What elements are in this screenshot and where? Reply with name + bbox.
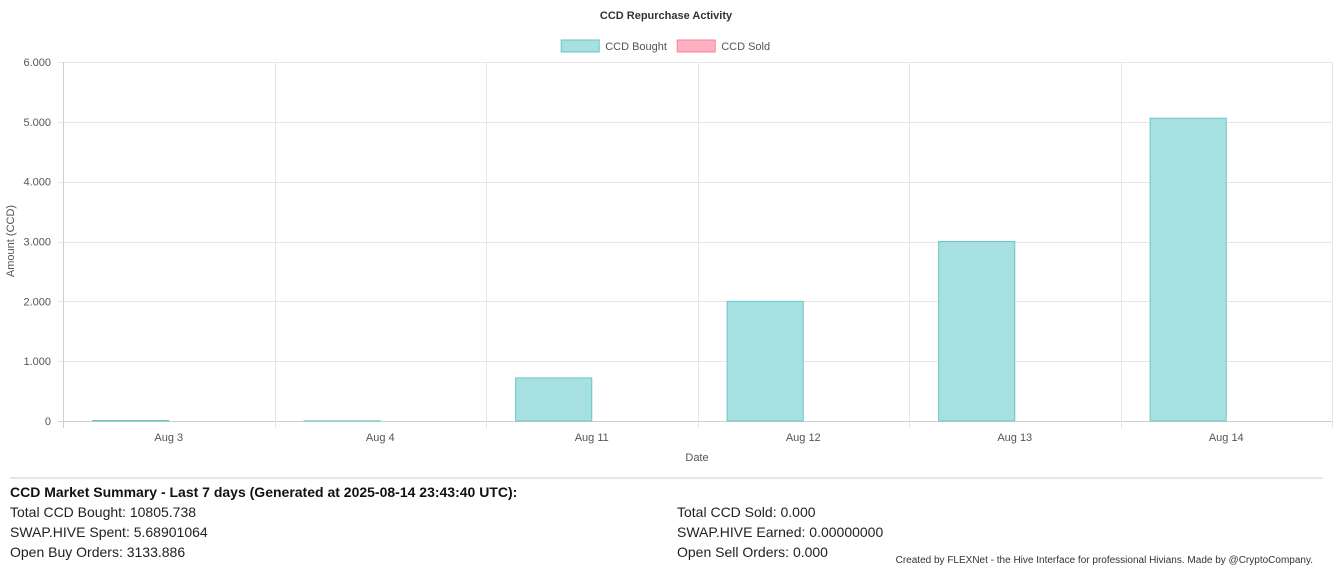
- x-axis: Aug 3 Aug 4 Aug 11 Aug 12 Aug 13 Aug 14: [154, 432, 1243, 444]
- legend-label: CCD Bought: [605, 41, 667, 53]
- hive-spent-text: SWAP.HIVE Spent: 5.68901064: [10, 524, 208, 540]
- x-tick-label: Aug 3: [154, 432, 183, 444]
- y-tick-label: 6.000: [23, 57, 51, 69]
- open-buy-orders-text: Open Buy Orders: 3133.886: [10, 544, 186, 560]
- y-tick-label: 4.000: [23, 177, 51, 189]
- legend-swatch: [560, 39, 600, 53]
- total-bought-text: Total CCD Bought: 10805.738: [10, 504, 197, 520]
- y-tick-label: 5.000: [23, 117, 51, 129]
- chart-legend: CCD Bought CCD Sold: [560, 39, 770, 53]
- summary-title: CCD Market Summary - Last 7 days (Genera…: [10, 484, 518, 500]
- y-tick-label: 0: [45, 416, 51, 428]
- total-sold-text: Total CCD Sold: 0.000: [677, 504, 816, 520]
- y-tick-label: 3.000: [23, 237, 51, 249]
- chart-title: CCD Repurchase Activity: [600, 10, 733, 22]
- y-tick-label: 1.000: [23, 356, 51, 368]
- y-axis: 0 1.000 2.000 3.000 4.000 5.000 6.000: [23, 57, 51, 428]
- open-sell-orders-text: Open Sell Orders: 0.000: [677, 544, 828, 560]
- legend-swatch: [676, 39, 716, 53]
- x-tick-label: Aug 4: [366, 432, 395, 444]
- x-tick-label: Aug 11: [575, 432, 609, 444]
- hive-earned-text: SWAP.HIVE Earned: 0.00000000: [677, 524, 884, 540]
- footer-credit: Created by FLEXNet - the Hive Interface …: [895, 555, 1313, 566]
- x-axis-title: Date: [685, 452, 708, 464]
- bar-chart: CCD Repurchase Activity CCD Bought CCD So…: [5, 10, 1333, 464]
- chart-grid: [58, 62, 1333, 428]
- y-tick-label: 2.000: [23, 296, 51, 308]
- market-summary: CCD Market Summary - Last 7 days (Genera…: [10, 484, 1323, 568]
- bar-ccd-bought: [515, 377, 593, 422]
- bar-ccd-bought: [938, 241, 1016, 422]
- y-axis-title: Amount (CCD): [5, 205, 17, 277]
- x-tick-label: Aug 12: [786, 432, 821, 444]
- section-divider: [10, 477, 1323, 479]
- chart-area: CCD Repurchase Activity CCD Bought CCD So…: [5, 10, 1333, 464]
- chart-bars: [92, 117, 1227, 422]
- x-tick-label: Aug 14: [1209, 432, 1244, 444]
- bar-ccd-bought: [1149, 117, 1227, 422]
- legend-label: CCD Sold: [721, 41, 770, 53]
- x-tick-label: Aug 13: [997, 432, 1032, 444]
- bar-ccd-bought: [726, 300, 804, 422]
